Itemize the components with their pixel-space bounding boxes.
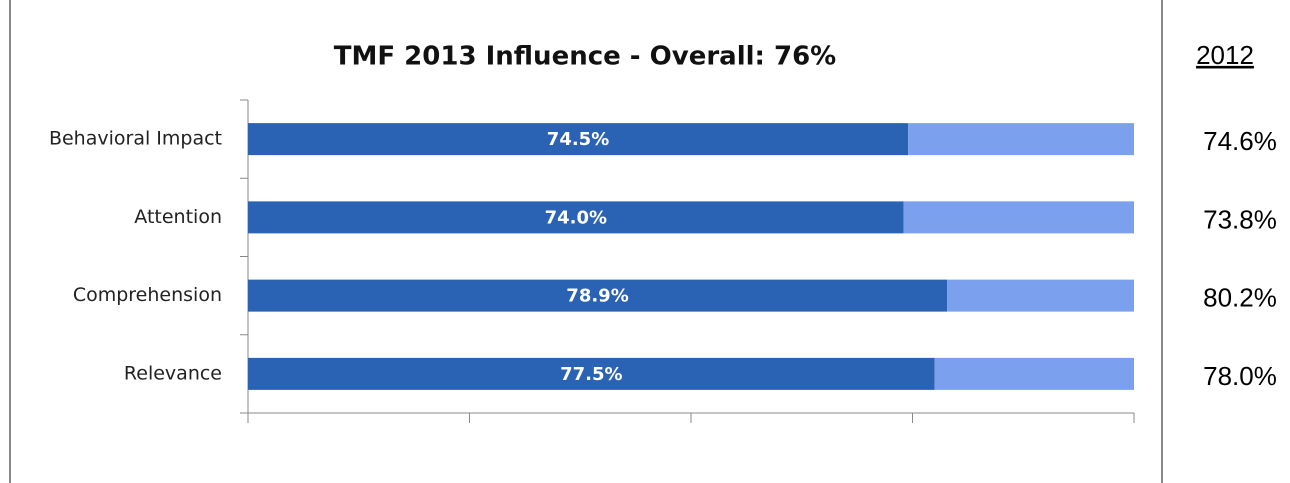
value-label: 78.9% — [566, 286, 628, 307]
bar-segment — [903, 201, 1134, 234]
comparison-title: 2012 — [1196, 40, 1254, 70]
comparison-value: 78.0% — [1203, 361, 1277, 391]
comparison-value: 80.2% — [1203, 283, 1277, 313]
bar-segment — [248, 123, 909, 156]
comparison-value: 73.8% — [1203, 204, 1277, 234]
category-label: Relevance — [124, 362, 222, 384]
bar-segment — [947, 279, 1134, 312]
bar-segment — [934, 357, 1134, 390]
category-label: Attention — [134, 206, 222, 228]
comparison-value: 74.6% — [1203, 126, 1277, 156]
category-label: Comprehension — [73, 284, 222, 306]
value-label: 77.5% — [560, 364, 622, 385]
category-label: Behavioral Impact — [49, 128, 222, 150]
bar-segment — [248, 201, 904, 234]
bar-segment — [248, 279, 948, 312]
bar-segment — [248, 357, 935, 390]
bar-segment — [908, 123, 1134, 156]
value-label: 74.5% — [547, 129, 609, 150]
chart-title: TMF 2013 Influence - Overall: 76% — [334, 42, 836, 72]
value-label: 74.0% — [545, 207, 607, 228]
